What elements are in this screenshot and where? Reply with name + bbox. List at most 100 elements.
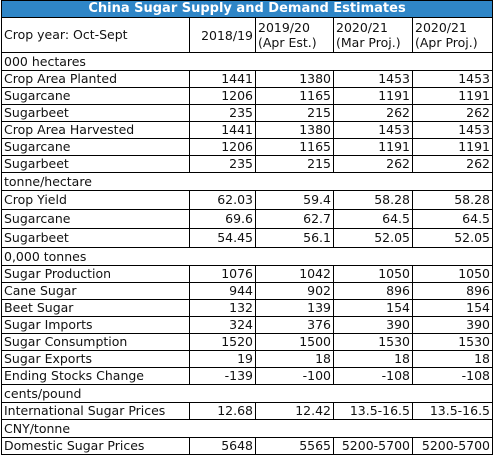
value-cell: 1191	[411, 87, 493, 105]
value-cell: 52.05	[333, 228, 413, 248]
value-cell: 262	[333, 155, 413, 173]
row-label: International Sugar Prices	[1, 402, 190, 420]
value-cell: 324	[189, 316, 256, 334]
row-label: Sugarbeet	[1, 155, 190, 173]
value-cell: 52.05	[411, 228, 493, 248]
value-cell: 902	[255, 282, 334, 300]
table-row: Sugar Exports 19 18 18 18	[1, 350, 493, 368]
value-cell: 58.28	[333, 190, 413, 210]
table-row: Crop Area Planted 1441 1380 1453 1453	[1, 70, 493, 88]
value-cell: 1530	[333, 333, 413, 351]
row-label: Sugarbeet	[1, 104, 190, 122]
value-cell: 235	[189, 155, 256, 173]
value-cell: 1441	[189, 121, 256, 139]
value-cell: 1042	[255, 265, 334, 283]
value-cell: 56.1	[255, 228, 334, 248]
table-row: International Sugar Prices 12.68 12.42 13.5…	[1, 402, 493, 420]
value-cell: 18	[411, 350, 493, 368]
row-label: Crop Area Planted	[1, 70, 190, 88]
value-cell: 1453	[411, 70, 493, 88]
row-label: Sugarcane	[1, 138, 190, 156]
row-label: Sugar Imports	[1, 316, 190, 334]
table-row: Sugar Imports 324 376 390 390	[1, 316, 493, 334]
value-cell: 19	[189, 350, 256, 368]
value-cell: 69.6	[189, 209, 256, 229]
value-cell: 5648	[189, 437, 256, 455]
value-cell: 944	[189, 282, 256, 300]
unit-section-row: CNY/tonne	[0, 419, 493, 438]
value-cell: 62.03	[189, 190, 256, 210]
row-label: Sugar Production	[1, 265, 190, 283]
value-cell: 1380	[255, 121, 334, 139]
col-header-2019-20: 2019/20 (Apr Est.)	[255, 17, 334, 53]
value-cell: 262	[411, 155, 493, 173]
value-cell: 54.45	[189, 228, 256, 248]
table-row: Sugarbeet 235 215 262 262	[1, 155, 493, 173]
value-cell: 132	[189, 299, 256, 317]
table-row: Crop Area Harvested 1441 1380 1453 1453	[1, 121, 493, 139]
value-cell: 376	[255, 316, 334, 334]
value-cell: 1191	[333, 138, 413, 156]
unit-label: cents/pound	[0, 384, 493, 403]
row-label: Beet Sugar	[1, 299, 190, 317]
unit-section-row: 000 hectares	[0, 52, 493, 71]
value-cell: 1165	[255, 138, 334, 156]
value-cell: 18	[255, 350, 334, 368]
value-cell: 64.5	[411, 209, 493, 229]
row-label: Sugarcane	[1, 87, 190, 105]
table-row: Sugarcane 69.6 62.7 64.5 64.5	[1, 209, 493, 229]
table-row: Sugar Consumption 1520 1500 1530 1530	[1, 333, 493, 351]
value-cell: -139	[189, 367, 256, 385]
table-row: Crop Yield 62.03 59.4 58.28 58.28	[1, 190, 493, 210]
value-cell: 1191	[411, 138, 493, 156]
value-cell: 1453	[411, 121, 493, 139]
value-cell: 59.4	[255, 190, 334, 210]
table-row: Sugar Production 1076 1042 1050 1050	[1, 265, 493, 283]
value-cell: 64.5	[333, 209, 413, 229]
value-cell: 235	[189, 104, 256, 122]
row-label: Sugarbeet	[1, 228, 190, 248]
value-cell: 215	[255, 104, 334, 122]
value-cell: -108	[333, 367, 413, 385]
value-cell: 12.42	[255, 402, 334, 420]
value-cell: 139	[255, 299, 334, 317]
value-cell: 58.28	[411, 190, 493, 210]
value-cell: 12.68	[189, 402, 256, 420]
value-cell: 390	[333, 316, 413, 334]
unit-section-row: tonne/hectare	[0, 172, 493, 191]
row-label: Sugarcane	[1, 209, 190, 229]
table-row: Domestic Sugar Prices 5648 5565 5200-5700 52…	[1, 437, 493, 455]
value-cell: 13.5-16.5	[333, 402, 413, 420]
value-cell: -108	[411, 367, 493, 385]
table-row: Ending Stocks Change -139 -100 -108 -108	[1, 367, 493, 385]
value-cell: 1206	[189, 138, 256, 156]
value-cell: 262	[411, 104, 493, 122]
value-cell: 13.5-16.5	[411, 402, 493, 420]
table-row: Sugarbeet 54.45 56.1 52.05 52.05	[1, 228, 493, 248]
table-row: Cane Sugar 944 902 896 896	[1, 282, 493, 300]
col-header-2018-19: 2018/19	[189, 17, 256, 53]
table-row: Sugarcane 1206 1165 1191 1191	[1, 87, 493, 105]
value-cell: 1441	[189, 70, 256, 88]
value-cell: 5200-5700	[411, 437, 493, 455]
value-cell: -100	[255, 367, 334, 385]
unit-section-row: 0,000 tonnes	[0, 247, 493, 266]
value-cell: 1050	[411, 265, 493, 283]
value-cell: 1076	[189, 265, 256, 283]
value-cell: 18	[333, 350, 413, 368]
unit-label: CNY/tonne	[0, 419, 493, 438]
row-label: Domestic Sugar Prices	[1, 437, 190, 455]
value-cell: 1165	[255, 87, 334, 105]
row-label: Sugar Consumption	[1, 333, 190, 351]
row-label: Sugar Exports	[1, 350, 190, 368]
value-cell: 1500	[255, 333, 334, 351]
table-row: Sugarbeet 235 215 262 262	[1, 104, 493, 122]
table-row: Beet Sugar 132 139 154 154	[1, 299, 493, 317]
header-row: Crop year: Oct-Sept 2018/19 2019/20 (Apr…	[1, 17, 493, 53]
unit-label: 0,000 tonnes	[0, 247, 493, 266]
row-label: Cane Sugar	[1, 282, 190, 300]
table-row: Sugarcane 1206 1165 1191 1191	[1, 138, 493, 156]
col-header-2020-21-apr: 2020/21 (Apr Proj.)	[411, 17, 493, 53]
